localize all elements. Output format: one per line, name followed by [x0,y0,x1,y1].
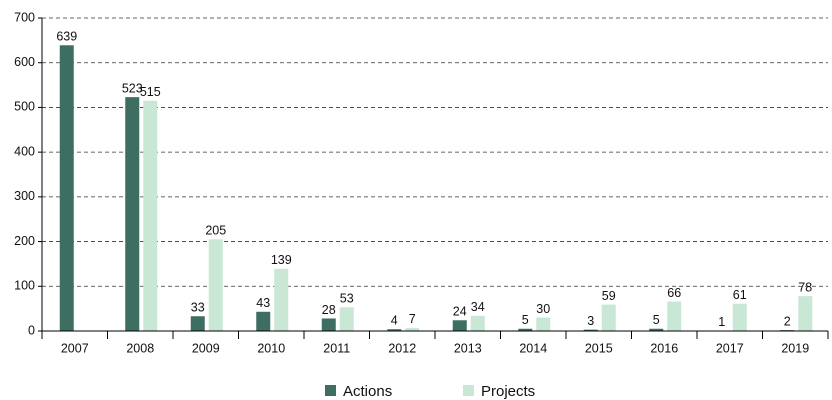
bar [208,239,223,331]
x-tick-label: 2009 [192,341,220,355]
y-tick-label: 300 [14,189,35,203]
bar [798,296,813,331]
y-tick-label: 0 [28,323,35,337]
bar [387,329,402,331]
bar [190,316,205,331]
value-label: 139 [271,253,292,267]
bar [732,303,747,331]
bar [321,318,336,331]
bar [405,327,420,331]
value-label: 28 [322,303,336,317]
value-label: 5 [522,313,529,327]
value-label: 4 [391,314,398,328]
value-label: 24 [453,305,467,319]
x-tick-label: 2014 [519,341,547,355]
x-tick-label: 2008 [126,341,154,355]
x-tick-label: 2013 [454,341,482,355]
value-label: 1 [718,315,725,329]
bar [518,328,533,331]
bar [274,268,289,331]
value-label: 33 [191,301,205,315]
x-tick-label: 2010 [257,341,285,355]
x-tick-label: 2015 [585,341,613,355]
value-label: 66 [667,286,681,300]
bar [583,329,598,331]
bar [143,100,158,331]
y-tick-label: 600 [14,55,35,69]
x-tick-label: 2011 [323,341,350,355]
bar [452,320,467,331]
value-label: 53 [340,292,354,306]
y-tick-label: 500 [14,100,35,114]
x-tick-label: 2012 [388,341,416,355]
bar [649,328,664,331]
value-label: 2 [784,314,791,328]
value-label: 34 [471,300,485,314]
y-tick-label: 700 [14,10,35,24]
x-tick-label: 2017 [716,341,744,355]
bar [256,311,271,331]
value-label: 59 [602,289,616,303]
bar [667,301,682,331]
value-label: 78 [798,280,812,294]
value-label: 515 [140,85,161,99]
legend-swatch [463,385,474,396]
value-label: 523 [122,81,143,95]
value-label: 5 [653,313,660,327]
value-label: 639 [56,30,77,44]
bar [125,97,140,331]
bar [470,315,485,331]
value-label: 205 [205,224,226,238]
value-label: 30 [536,302,550,316]
legend-swatch [325,385,336,396]
bar [59,45,74,331]
value-label: 3 [587,314,594,328]
y-tick-label: 200 [14,234,35,248]
x-tick-label: 2007 [61,341,89,355]
bar [601,304,616,331]
bar [536,317,551,331]
value-label: 43 [256,296,270,310]
y-tick-label: 100 [14,279,35,293]
y-tick-label: 400 [14,144,35,158]
value-label: 61 [733,288,747,302]
legend-label: Actions [343,383,392,400]
bar [339,307,354,331]
legend-label: Projects [481,383,535,400]
x-tick-label: 2019 [781,341,809,355]
x-tick-label: 2016 [650,341,678,355]
value-label: 7 [409,312,416,326]
